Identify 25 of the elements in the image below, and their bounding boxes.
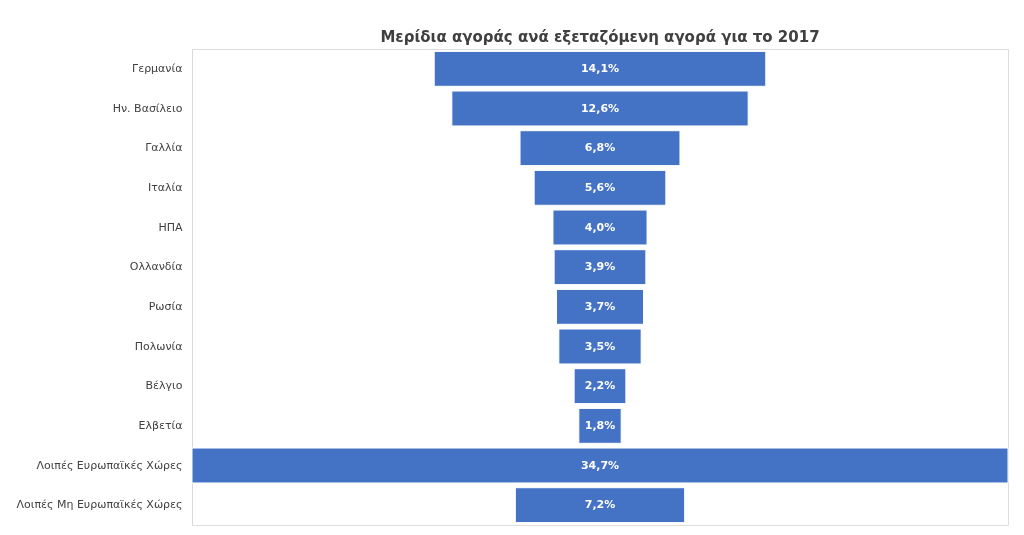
data-label: 4,0% [584, 220, 616, 234]
category-label: Λοιπές Ευρωπαϊκές Χώρες [36, 458, 183, 472]
data-label: 12,6% [580, 101, 620, 115]
category-label: Γερμανία [132, 61, 183, 75]
category-label: ΗΠΑ [158, 220, 183, 234]
category-label: Ολλανδία [129, 260, 183, 274]
data-label: 3,9% [584, 260, 616, 274]
category-label: Ρωσία [148, 299, 183, 313]
data-label: 3,5% [584, 339, 616, 353]
category-label: Ιταλία [147, 180, 183, 194]
data-label: 6,8% [584, 141, 616, 155]
category-label: Βέλγιο [145, 379, 183, 393]
data-label: 2,2% [584, 379, 616, 393]
category-label: Ην. Βασίλειο [112, 101, 183, 115]
category-label: Ελβετία [138, 418, 183, 432]
category-label: Λοιπές Μη Ευρωπαϊκές Χώρες [16, 498, 183, 512]
category-label: Πολωνία [134, 339, 183, 353]
data-label: 5,6% [584, 180, 616, 194]
category-label: Γαλλία [145, 141, 183, 155]
data-label: 14,1% [580, 61, 620, 75]
data-label: 34,7% [580, 458, 620, 472]
data-label: 7,2% [584, 498, 616, 512]
data-label: 1,8% [584, 418, 616, 432]
text: Μερίδια αγοράς ανά εξεταζόμενη αγορά για το 2017 [380, 28, 820, 46]
data-label: 3,7% [584, 299, 616, 313]
